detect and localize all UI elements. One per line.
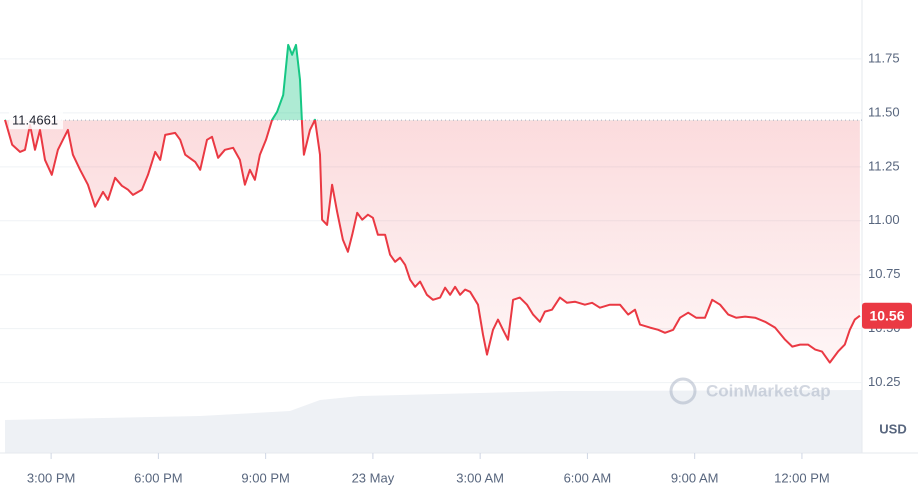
reference-label-bg — [9, 111, 63, 130]
x-tick-label: 12:00 PM — [774, 470, 830, 485]
area-down — [5, 120, 860, 363]
price-line — [4, 43, 861, 364]
x-tick-label: 3:00 AM — [456, 470, 504, 485]
y-tick-label: 10.75 — [868, 266, 901, 281]
y-tick-label: 11.25 — [868, 158, 900, 173]
reference-label: 11.4661 — [12, 113, 58, 128]
area-up — [5, 44, 316, 121]
x-tick-label: 6:00 PM — [134, 470, 182, 485]
y-tick-label: 11.75 — [868, 50, 900, 65]
x-tick-label: 3:00 PM — [27, 470, 75, 485]
watermark-text: CoinMarketCap — [706, 381, 831, 400]
y-tick-label: 11.50 — [868, 104, 900, 119]
x-tick-label: 9:00 AM — [671, 470, 719, 485]
x-tick-label: 9:00 PM — [241, 470, 289, 485]
y-tick-label: 11.00 — [868, 212, 900, 227]
y-tick-label: 10.25 — [868, 374, 901, 389]
volume-area — [5, 390, 862, 453]
current-price-badge — [862, 302, 912, 329]
area-down-group — [5, 120, 860, 363]
watermark: CoinMarketCap — [669, 377, 831, 405]
x-tick-label: 23 May — [352, 470, 395, 485]
y-unit: USD — [879, 421, 906, 436]
x-tick-label: 6:00 AM — [564, 470, 612, 485]
current-price-label: 10.56 — [869, 307, 904, 323]
